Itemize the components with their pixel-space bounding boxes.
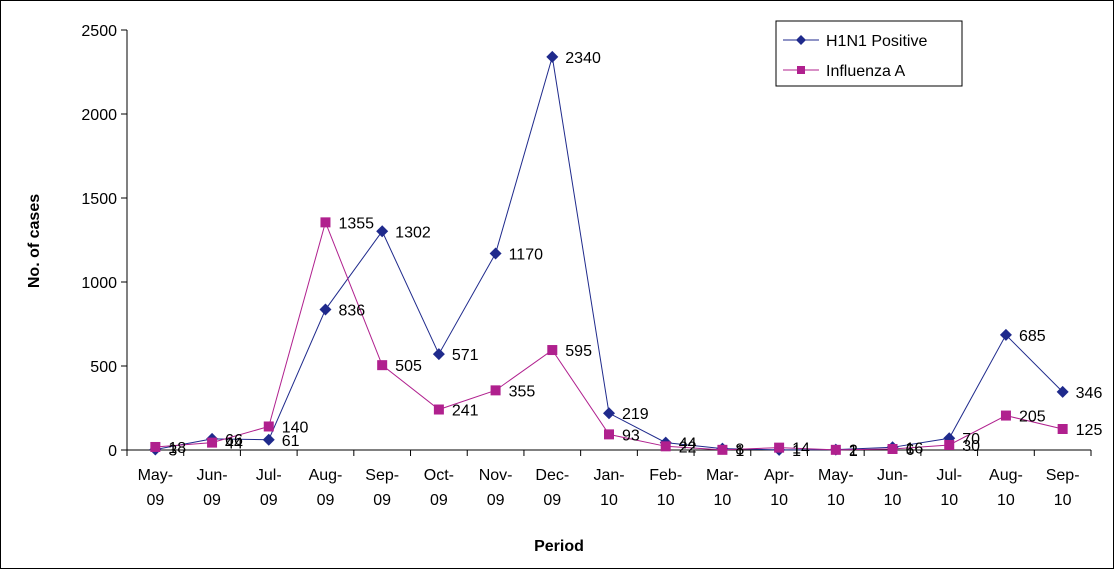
x-tick-label: Dec-09: [535, 467, 569, 509]
x-tick-label: May-10: [818, 467, 854, 509]
data-point-diamond: [546, 50, 559, 63]
data-label: 66: [225, 432, 243, 449]
x-tick-label: May-09: [138, 467, 174, 509]
data-label: 16: [906, 440, 924, 457]
data-point-square: [320, 217, 331, 228]
legend-marker-influenza-a: [797, 66, 805, 74]
data-label: 219: [622, 406, 649, 423]
data-point-diamond: [319, 303, 332, 316]
data-label: 125: [1076, 422, 1103, 439]
y-tick-label: 2000: [81, 107, 117, 124]
data-point-square: [377, 360, 388, 371]
data-label: 836: [338, 303, 365, 320]
data-point-square: [547, 345, 558, 356]
data-label: 505: [395, 358, 422, 375]
x-tick-label: Jan-10: [593, 467, 624, 509]
y-tick-label: 2500: [81, 23, 117, 40]
data-label: 355: [509, 383, 536, 400]
x-tick-label: Jul-09: [256, 467, 282, 509]
data-point-diamond: [432, 348, 445, 361]
data-label: 1302: [395, 224, 431, 241]
data-label: 685: [1019, 328, 1046, 345]
data-label: 8: [735, 442, 744, 459]
data-point-diamond: [489, 247, 502, 260]
y-tick-label: 1500: [81, 191, 117, 208]
series-line: [155, 56, 1064, 451]
data-label: 93: [622, 427, 640, 444]
data-label: 70: [962, 431, 980, 448]
legend-label-influenza-a: Influenza A: [826, 63, 906, 80]
data-label: 6: [906, 442, 915, 459]
data-label: 346: [1076, 385, 1103, 402]
data-label: 2340: [565, 50, 601, 67]
y-tick-label: 0: [108, 443, 117, 460]
x-tick-label: Apr-10: [764, 467, 794, 509]
x-axis-title: Period: [534, 538, 584, 555]
data-label: 205: [1019, 409, 1046, 426]
y-tick-label: 1000: [81, 275, 117, 292]
data-point-square: [830, 444, 841, 455]
data-point-square: [660, 441, 671, 452]
data-label: 1: [792, 443, 801, 460]
data-label: 18: [168, 440, 186, 457]
data-point-square: [1000, 410, 1011, 421]
x-tick-label: Nov-09: [479, 467, 513, 509]
data-label: 44: [225, 436, 243, 453]
data-label: 241: [452, 403, 479, 420]
data-label: 595: [565, 343, 592, 360]
data-label: 14: [792, 441, 810, 458]
legend-marker-h1n1: [796, 35, 806, 45]
x-tick-label: Jul-10: [936, 467, 962, 509]
data-point-square: [717, 444, 728, 455]
data-label: 44: [679, 436, 697, 453]
y-tick-label: 500: [90, 359, 117, 376]
x-tick-label: Jun-09: [196, 467, 227, 509]
data-label: 2: [849, 443, 858, 460]
data-point-diamond: [999, 328, 1012, 341]
data-point-square: [207, 437, 218, 448]
data-point-diamond: [1056, 385, 1069, 398]
data-point-square: [944, 439, 955, 450]
data-point-square: [604, 429, 614, 440]
data-point-square: [774, 442, 785, 453]
data-label: 22: [679, 439, 697, 456]
data-label: 1170: [509, 246, 544, 263]
data-point-square: [150, 441, 161, 452]
x-tick-label: Aug-10: [989, 467, 1023, 509]
data-label: 1355: [338, 215, 374, 232]
data-label: 1: [849, 443, 858, 460]
data-point-square: [490, 385, 501, 396]
data-label: 61: [282, 433, 300, 450]
legend: H1N1 Positive Influenza A: [775, 20, 963, 87]
series-layer: [149, 50, 1069, 456]
data-point-diamond: [376, 225, 389, 238]
data-point-square: [887, 443, 898, 454]
data-label: 3: [168, 442, 177, 459]
x-tick-label: Sep-10: [1046, 467, 1080, 509]
legend-label-h1n1: H1N1 Positive: [826, 33, 927, 50]
data-point-diamond: [603, 407, 615, 420]
axes: 0 500 1000 1500 2000 2500 May-09 Jun-09 Jul-09 Au…: [81, 23, 1092, 509]
data-point-square: [433, 404, 444, 415]
data-point-square: [1057, 424, 1068, 434]
data-point-square: [263, 421, 274, 432]
y-axis-title: No. of cases: [26, 194, 43, 288]
legend-box: [775, 20, 963, 87]
x-tick-label: Aug-09: [309, 467, 343, 509]
x-tick-label: Oct-09: [424, 467, 454, 509]
x-tick-label: Jun-10: [877, 467, 908, 509]
data-point-diamond: [262, 433, 275, 446]
data-label: 30: [962, 438, 980, 455]
data-label: 571: [452, 347, 479, 364]
data-label: 140: [282, 419, 309, 436]
x-tick-label: Sep-09: [365, 467, 399, 509]
data-label: 1: [735, 443, 744, 460]
x-tick-label: Feb-10: [649, 467, 682, 509]
x-tick-label: Mar-10: [706, 467, 739, 509]
